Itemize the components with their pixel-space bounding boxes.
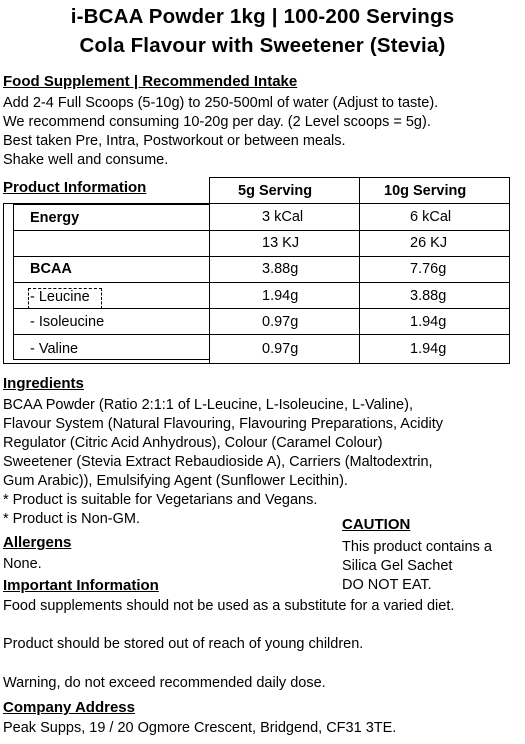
important-line: Product should be stored out of reach of… xyxy=(3,636,364,652)
cell-5g: 13 KJ xyxy=(262,235,300,251)
company-heading: Company Address xyxy=(3,699,135,716)
cell-10g: 1.94g xyxy=(410,314,447,330)
ingredients-line: Gum Arabic)), Emulsifying Agent (Sunflow… xyxy=(3,473,348,489)
cell-5g: 3.88g xyxy=(262,261,299,277)
row-label: BCAA xyxy=(30,261,72,277)
cell-10g: 7.76g xyxy=(410,261,447,277)
row-label: - Valine xyxy=(30,341,79,357)
ingredients-line: Regulator (Citric Acid Anhydrous), Colou… xyxy=(3,435,383,451)
cell-5g: 0.97g xyxy=(262,341,299,357)
cell-5g: 3 kCal xyxy=(262,209,304,225)
product-info-heading: Product Information xyxy=(3,179,147,196)
caution-line: DO NOT EAT. xyxy=(342,577,432,593)
cell-5g: 1.94g xyxy=(262,288,299,304)
ingredients-line: BCAA Powder (Ratio 2:1:1 of L-Leucine, L… xyxy=(3,397,413,413)
ingredients-line: Sweetener (Stevia Extract Rebaudioside A… xyxy=(3,454,433,470)
supplement-line: Shake well and consume. xyxy=(3,152,169,168)
col-5g-header: 5g Serving xyxy=(238,183,313,199)
row-label: - Leucine xyxy=(30,289,90,305)
important-line: Food supplements should not be used as a… xyxy=(3,598,455,614)
row-label: - Isoleucine xyxy=(30,314,105,330)
product-subtitle: Cola Flavour with Sweetener (Stevia) xyxy=(79,34,446,57)
ingredients-line: * Product is Non-GM. xyxy=(3,511,140,527)
ingredients-line: Flavour System (Natural Flavouring, Flav… xyxy=(3,416,444,432)
allergens-text: None. xyxy=(3,556,42,572)
supplement-line: Add 2-4 Full Scoops (5-10g) to 250-500ml… xyxy=(3,95,439,111)
leucine-focus-box xyxy=(28,288,102,309)
supplement-heading: Food Supplement | Recommended Intake xyxy=(3,73,298,90)
allergens-heading: Allergens xyxy=(3,534,72,551)
supplement-line: We recommend consuming 10-20g per day. (… xyxy=(3,114,431,130)
cell-5g: 0.97g xyxy=(262,314,299,330)
row-label: Energy xyxy=(30,210,80,226)
supplement-line: Best taken Pre, Intra, Postworkout or be… xyxy=(3,133,346,149)
cell-10g: 26 KJ xyxy=(410,235,448,251)
caution-line: Silica Gel Sachet xyxy=(342,558,453,574)
important-heading: Important Information xyxy=(3,577,159,594)
cell-10g: 3.88g xyxy=(410,288,447,304)
cell-10g: 1.94g xyxy=(410,341,447,357)
cell-10g: 6 kCal xyxy=(410,209,452,225)
ingredients-heading: Ingredients xyxy=(3,375,84,392)
product-title: i-BCAA Powder 1kg | 100-200 Servings xyxy=(70,5,455,28)
important-line: Warning, do not exceed recommended daily… xyxy=(3,675,326,691)
caution-heading: CAUTION xyxy=(342,516,411,533)
ingredients-line: * Product is suitable for Vegetarians an… xyxy=(3,492,318,508)
col-10g-header: 10g Serving xyxy=(384,183,467,199)
caution-line: This product contains a xyxy=(342,539,492,555)
company-address: Peak Supps, 19 / 20 Ogmore Crescent, Bri… xyxy=(3,720,397,736)
